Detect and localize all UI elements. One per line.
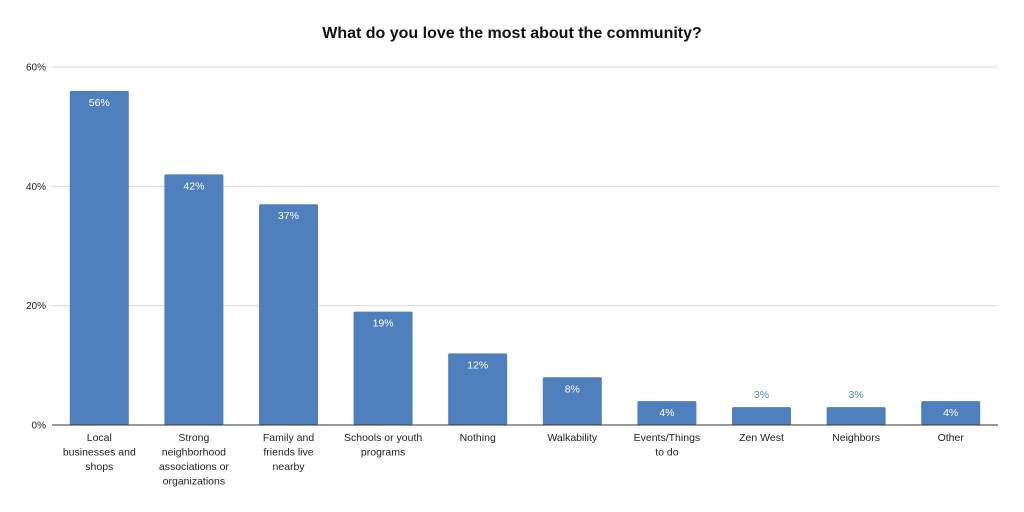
data-label: 37% (278, 210, 299, 222)
category-label-line: to do (655, 447, 679, 459)
category-label: Neighbors (832, 432, 880, 444)
category-label: Nothing (460, 432, 496, 444)
bar (637, 401, 697, 425)
bar (448, 353, 508, 425)
category-label-line: Strong (178, 432, 209, 444)
category-label-line: Nothing (460, 432, 496, 444)
category-labels: Local businesses and shops Strong neighborho… (63, 432, 965, 488)
data-label: 3% (754, 389, 769, 401)
category-label-line: shops (85, 461, 113, 473)
bar (542, 377, 602, 425)
category-label-line: businesses and (63, 447, 136, 459)
bar (259, 204, 318, 425)
category-label: Events/Things to do (634, 432, 701, 459)
y-tick-label: 20% (26, 301, 46, 312)
category-label-line: organizations (163, 476, 225, 488)
category-label-line: Zen West (739, 432, 784, 444)
category-label-line: Other (938, 432, 965, 444)
category-label-line: nearby (272, 461, 305, 473)
bar (826, 407, 886, 425)
category-label: Schools or youth programs (344, 432, 422, 459)
data-label: 19% (373, 318, 394, 330)
data-label: 4% (943, 407, 958, 419)
chart-title: What do you love the most about the comm… (322, 25, 702, 42)
category-label-line: Local (87, 432, 112, 444)
bar (69, 90, 129, 425)
bar (921, 401, 981, 425)
category-label: Other (938, 432, 965, 444)
data-label: 3% (849, 389, 864, 401)
data-label: 8% (565, 383, 580, 395)
category-label-line: friends live (263, 447, 313, 459)
data-labels: 56% 42% 37% 19% 12% 8% 4% 3% 3% 4% (89, 97, 959, 419)
data-label: 12% (467, 359, 488, 371)
bar (164, 174, 224, 425)
category-label-line: associations or (159, 461, 230, 473)
bar (732, 407, 791, 425)
category-label-line: Walkability (547, 432, 598, 444)
y-tick-label: 40% (26, 182, 46, 193)
category-label-line: Schools or youth (344, 432, 422, 444)
category-label: Family and friends live nearby (263, 432, 315, 473)
data-label: 42% (183, 180, 204, 192)
category-label-line: Events/Things (634, 432, 701, 444)
y-tick-label: 0% (32, 421, 47, 432)
category-label-line: Family and (263, 432, 315, 444)
data-label: 4% (659, 407, 674, 419)
y-tick-label: 60% (26, 63, 46, 74)
category-label-line: neighborhood (162, 447, 226, 459)
category-label: Strong neighborhood associations or organiz… (159, 432, 230, 488)
category-label: Local businesses and shops (63, 432, 136, 473)
bar (353, 311, 413, 425)
category-label: Walkability (547, 432, 598, 444)
category-label-line: programs (361, 447, 405, 459)
bars (69, 90, 981, 425)
category-label-line: Neighbors (832, 432, 880, 444)
category-label: Zen West (739, 432, 784, 444)
data-label: 56% (89, 97, 110, 109)
y-axis-ticks: 0% 20% 40% 60% (26, 63, 46, 432)
